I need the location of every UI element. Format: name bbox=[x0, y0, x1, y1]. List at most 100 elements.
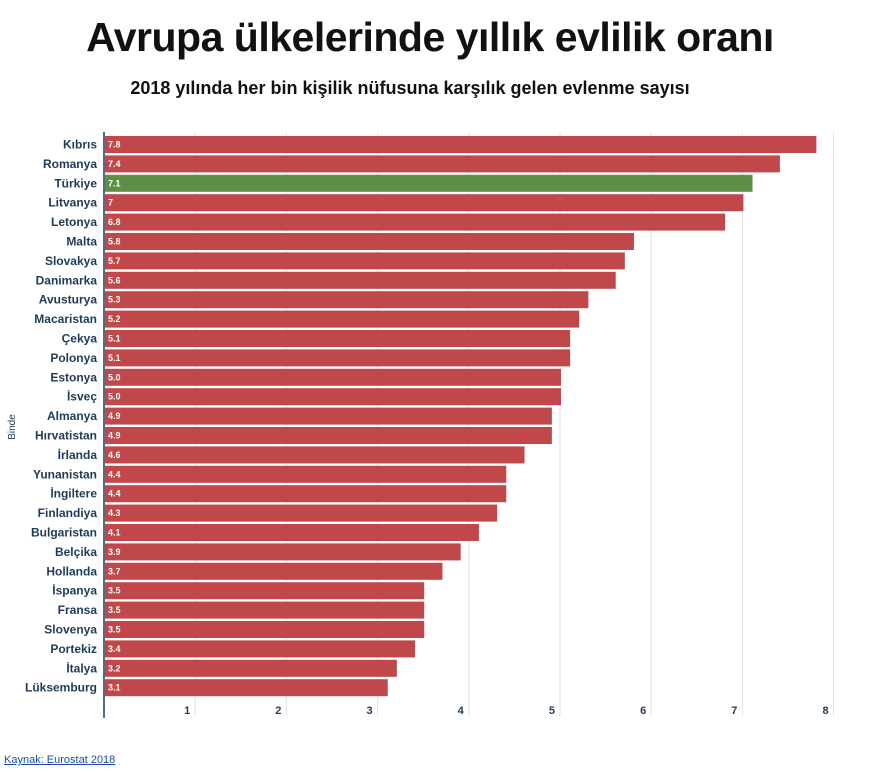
chart-subtitle: 2018 yılında her bin kişilik nüfusuna ka… bbox=[130, 78, 690, 98]
data-label: 3.5 bbox=[108, 625, 121, 635]
category-label: Hırvatistan bbox=[35, 429, 97, 443]
category-label: Malta bbox=[66, 235, 97, 249]
bar bbox=[105, 465, 507, 483]
data-label: 5.0 bbox=[108, 372, 121, 382]
data-label: 4.6 bbox=[108, 450, 121, 460]
bar bbox=[105, 174, 753, 192]
bar bbox=[105, 427, 552, 444]
data-label: 5.7 bbox=[108, 256, 121, 266]
category-label: Hollanda bbox=[46, 564, 97, 578]
x-tick-label: 2 bbox=[275, 705, 281, 717]
category-label: Letonya bbox=[51, 215, 97, 229]
data-label: 5.0 bbox=[108, 392, 121, 402]
data-label: 4.9 bbox=[108, 411, 121, 421]
x-tick-label: 4 bbox=[458, 705, 465, 717]
data-label: 3.4 bbox=[108, 644, 121, 654]
data-label: 4.4 bbox=[108, 489, 121, 499]
data-label: 3.1 bbox=[108, 683, 121, 693]
bar bbox=[105, 562, 443, 580]
bar bbox=[105, 271, 616, 289]
x-tick-label: 5 bbox=[549, 705, 555, 717]
data-label: 3.5 bbox=[108, 586, 121, 596]
bar bbox=[105, 407, 552, 425]
bar bbox=[105, 155, 780, 173]
data-label: 4.1 bbox=[108, 528, 121, 538]
category-label: İspanya bbox=[52, 583, 97, 598]
category-label: Estonya bbox=[50, 370, 97, 384]
bar bbox=[105, 446, 525, 464]
data-label: 5.1 bbox=[108, 334, 121, 344]
bar bbox=[105, 485, 507, 503]
bar bbox=[105, 330, 571, 347]
category-label: Portekiz bbox=[50, 642, 97, 656]
bar bbox=[105, 233, 634, 250]
category-label: İngiltere bbox=[50, 486, 97, 501]
data-label: 7.1 bbox=[108, 178, 121, 188]
bar bbox=[105, 679, 388, 697]
x-tick-label: 3 bbox=[366, 705, 372, 717]
category-label: Polonya bbox=[50, 351, 97, 365]
category-label: Finlandiya bbox=[38, 506, 98, 520]
category-label: Çekya bbox=[62, 332, 98, 346]
category-label: Kıbrıs bbox=[63, 138, 97, 152]
bar bbox=[105, 194, 744, 212]
x-tick-label: 8 bbox=[822, 705, 828, 717]
category-label: Avusturya bbox=[39, 293, 98, 307]
category-label: Bulgaristan bbox=[31, 526, 97, 540]
category-label: Lüksemburg bbox=[25, 681, 97, 695]
category-label: Slovenya bbox=[44, 623, 97, 637]
category-label: İrlanda bbox=[58, 447, 98, 462]
bar bbox=[105, 504, 498, 522]
bar bbox=[105, 349, 571, 367]
bar bbox=[105, 291, 589, 309]
category-label: Danimarka bbox=[36, 273, 98, 287]
bar bbox=[105, 659, 397, 677]
x-tick-label: 1 bbox=[184, 705, 190, 717]
bar bbox=[105, 213, 726, 231]
category-label: Romanya bbox=[43, 157, 97, 171]
category-label: Belçika bbox=[55, 545, 97, 559]
category-label: İsveç bbox=[67, 389, 97, 404]
source-link[interactable]: Kaynak: Eurostat 2018 bbox=[4, 754, 116, 766]
data-label: 7.8 bbox=[108, 140, 121, 150]
bar bbox=[105, 640, 416, 658]
data-label: 3.5 bbox=[108, 605, 121, 615]
data-label: 4.9 bbox=[108, 431, 121, 441]
data-label: 5.2 bbox=[108, 314, 121, 324]
data-label: 4.4 bbox=[108, 469, 121, 479]
data-label: 3.7 bbox=[108, 566, 121, 576]
category-label: Yunanistan bbox=[33, 467, 97, 481]
y-axis-title: Binde bbox=[7, 414, 18, 440]
chart-title: Avrupa ülkelerinde yıllık evlilik oranı bbox=[86, 14, 774, 60]
data-label: 5.8 bbox=[108, 237, 121, 247]
data-label: 7 bbox=[108, 198, 113, 208]
data-label: 6.8 bbox=[108, 217, 121, 227]
bar bbox=[105, 543, 461, 561]
category-label: Macaristan bbox=[34, 312, 97, 326]
data-label: 5.1 bbox=[108, 353, 121, 363]
bar bbox=[105, 621, 425, 638]
bar bbox=[105, 252, 625, 270]
bar bbox=[105, 136, 817, 153]
data-label: 5.6 bbox=[108, 275, 121, 285]
data-label: 5.3 bbox=[108, 295, 121, 305]
data-label: 4.3 bbox=[108, 508, 121, 518]
x-tick-label: 6 bbox=[640, 705, 646, 717]
data-label: 3.9 bbox=[108, 547, 121, 557]
category-label: İtalya bbox=[66, 660, 97, 675]
category-label: Litvanya bbox=[48, 196, 97, 210]
bar bbox=[105, 310, 580, 328]
bar bbox=[105, 601, 425, 619]
bar bbox=[105, 582, 425, 600]
category-label: Fransa bbox=[58, 603, 98, 617]
category-label: Almanya bbox=[47, 409, 97, 423]
bar bbox=[105, 388, 561, 406]
category-label: Slovakya bbox=[45, 254, 97, 268]
x-tick-label: 7 bbox=[731, 705, 737, 717]
data-label: 7.4 bbox=[108, 159, 121, 169]
bar bbox=[105, 368, 561, 386]
data-label: 3.2 bbox=[108, 663, 121, 673]
bar bbox=[105, 524, 479, 541]
category-label: Türkiye bbox=[54, 176, 97, 190]
